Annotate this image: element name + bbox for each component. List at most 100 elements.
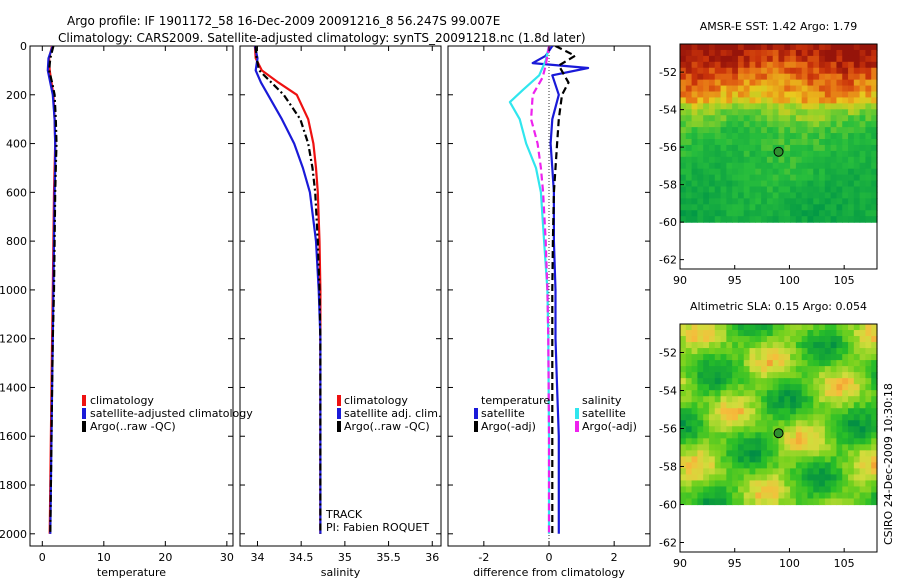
x-tick-label: 0 xyxy=(546,551,553,564)
plot-frame xyxy=(239,45,442,547)
figure-title-line1: Argo profile: IF 1901172_58 16-Dec-2009 … xyxy=(67,14,500,28)
legend-label-argo: Argo(..raw -QC) xyxy=(344,420,430,433)
y-tick-label: -52 xyxy=(659,66,677,79)
pi-label: PI: Fabien ROQUET xyxy=(326,521,429,534)
x-tick-label: 34 xyxy=(250,551,264,564)
x-axis-label: salinity xyxy=(321,566,361,579)
x-tick-label: 95 xyxy=(728,274,742,287)
x-tick-label: 100 xyxy=(779,557,800,570)
x-tick-label: 30 xyxy=(220,551,234,564)
y-tick-label: 400 xyxy=(6,138,27,151)
map-raster xyxy=(680,324,878,506)
x-tick-label: 34.5 xyxy=(289,551,314,564)
x-tick-label: 10 xyxy=(97,551,111,564)
credit-timestamp: CSIRO 24-Dec-2009 10:30:18 xyxy=(882,383,895,545)
float-position-marker xyxy=(773,428,784,439)
legend-title-salinity: salinity xyxy=(582,394,622,407)
y-tick-label: -60 xyxy=(659,499,677,512)
legend-swatch-salinity-satellite xyxy=(575,408,579,419)
track-label: TRACK xyxy=(325,508,363,521)
legend-label-argo: Argo(..raw -QC) xyxy=(90,420,176,433)
y-tick-label: -58 xyxy=(659,179,677,192)
legend-label-salinity-argo: Argo(-adj) xyxy=(582,420,637,433)
temperature-legend: climatology satellite-adjusted climatolo… xyxy=(82,394,253,433)
series-line-satellite-adj-clim- xyxy=(253,46,322,534)
altimetric-sla-map: Altimetric SLA: 0.15 Argo: 0.054 90 95 100 1… xyxy=(659,300,878,570)
x-tick-label: 95 xyxy=(728,557,742,570)
series-line-salinity-argo-adj- xyxy=(529,46,551,534)
x-axis-label: temperature xyxy=(97,566,166,579)
series-line-temperature-argo-adj- xyxy=(551,46,577,534)
y-tick-label: 0 xyxy=(20,40,27,53)
float-position-marker xyxy=(773,146,784,157)
legend-label-climatology: climatology xyxy=(344,394,408,407)
y-tick-label: -62 xyxy=(659,254,677,267)
map-frame xyxy=(679,323,878,553)
x-tick-label: 2 xyxy=(611,551,618,564)
legend-swatch-climatology xyxy=(337,395,341,406)
legend-title-temperature: temperature xyxy=(481,394,550,407)
legend-swatch-satellite xyxy=(337,408,341,419)
x-tick-label: 35 xyxy=(338,551,352,564)
x-tick-label: 105 xyxy=(834,274,855,287)
series-line-temperature-satellite xyxy=(531,46,590,534)
y-tick-label: 1800 xyxy=(0,479,27,492)
series-line-salinity-satellite xyxy=(508,46,551,534)
legend-swatch-climatology xyxy=(82,395,86,406)
y-tick-label: 1600 xyxy=(0,430,27,443)
x-tick-label: 20 xyxy=(158,551,172,564)
salinity-legend: climatology satellite adj. clim. Argo(..… xyxy=(337,394,441,433)
series-line-climatology xyxy=(253,46,322,534)
map-frame xyxy=(679,43,878,270)
difference-profile-plot: -2 0 2 difference from climatology xyxy=(447,45,651,579)
y-tick-label: -56 xyxy=(659,141,677,154)
y-tick-label: 1200 xyxy=(0,333,27,346)
difference-legend: temperature satellite Argo(-adj) salinit… xyxy=(474,394,637,433)
y-tick-label: -54 xyxy=(659,385,677,398)
x-tick-label: 100 xyxy=(779,274,800,287)
legend-label-satellite: satellite adj. clim. xyxy=(344,407,441,420)
legend-label-climatology: climatology xyxy=(90,394,154,407)
series-line-argo-raw-qc- xyxy=(47,46,58,534)
x-tick-label: 36 xyxy=(425,551,439,564)
y-tick-label: 600 xyxy=(6,186,27,199)
legend-label-salinity-satellite: satellite xyxy=(582,407,626,420)
map-raster xyxy=(680,44,878,223)
map-title: Altimetric SLA: 0.15 Argo: 0.054 xyxy=(690,300,867,313)
x-axis-label: difference from climatology xyxy=(473,566,625,579)
y-tick-label: 800 xyxy=(6,235,27,248)
plot-frame xyxy=(29,45,234,547)
y-tick-label: -54 xyxy=(659,104,677,117)
legend-label-satellite: satellite-adjusted climatology xyxy=(90,407,253,420)
legend-label-temperature-argo: Argo(-adj) xyxy=(481,420,536,433)
series-line-argo-raw-qc- xyxy=(254,46,322,534)
x-tick-label: 0 xyxy=(39,551,46,564)
y-tick-label: 2000 xyxy=(0,528,27,541)
salinity-profile-plot: 34 34.5 35 35.5 36 salinity xyxy=(239,45,442,579)
y-tick-label: 1400 xyxy=(0,381,27,394)
map-title: AMSR-E SST: 1.42 Argo: 1.79 xyxy=(700,20,858,33)
y-tick-label: 200 xyxy=(6,89,27,102)
y-tick-label: -62 xyxy=(659,537,677,550)
legend-swatch-temperature-argo xyxy=(474,421,478,432)
x-tick-label: 35.5 xyxy=(376,551,401,564)
x-tick-label: 90 xyxy=(673,274,687,287)
amsre-sst-map: AMSR-E SST: 1.42 Argo: 1.79 90 95 100 105 -52… xyxy=(659,20,878,287)
y-tick-label: 1000 xyxy=(0,284,27,297)
y-tick-label: -56 xyxy=(659,423,677,436)
y-tick-label: -60 xyxy=(659,216,677,229)
y-tick-label: -52 xyxy=(659,347,677,360)
legend-label-temperature-satellite: satellite xyxy=(481,407,525,420)
legend-swatch-salinity-argo xyxy=(575,421,579,432)
temperature-profile-plot: 0 10 20 30 0 200 400 600 800 1000 1200 1400 1600 1800… xyxy=(0,40,234,579)
legend-swatch-satellite xyxy=(82,408,86,419)
legend-swatch-temperature-satellite xyxy=(474,408,478,419)
x-tick-label: 90 xyxy=(673,557,687,570)
figure-title-line2: Climatology: CARS2009. Satellite-adjuste… xyxy=(58,31,586,45)
y-tick-label: -58 xyxy=(659,461,677,474)
legend-swatch-argo xyxy=(337,421,341,432)
x-tick-label: -2 xyxy=(478,551,489,564)
legend-swatch-argo xyxy=(82,421,86,432)
x-tick-label: 105 xyxy=(834,557,855,570)
